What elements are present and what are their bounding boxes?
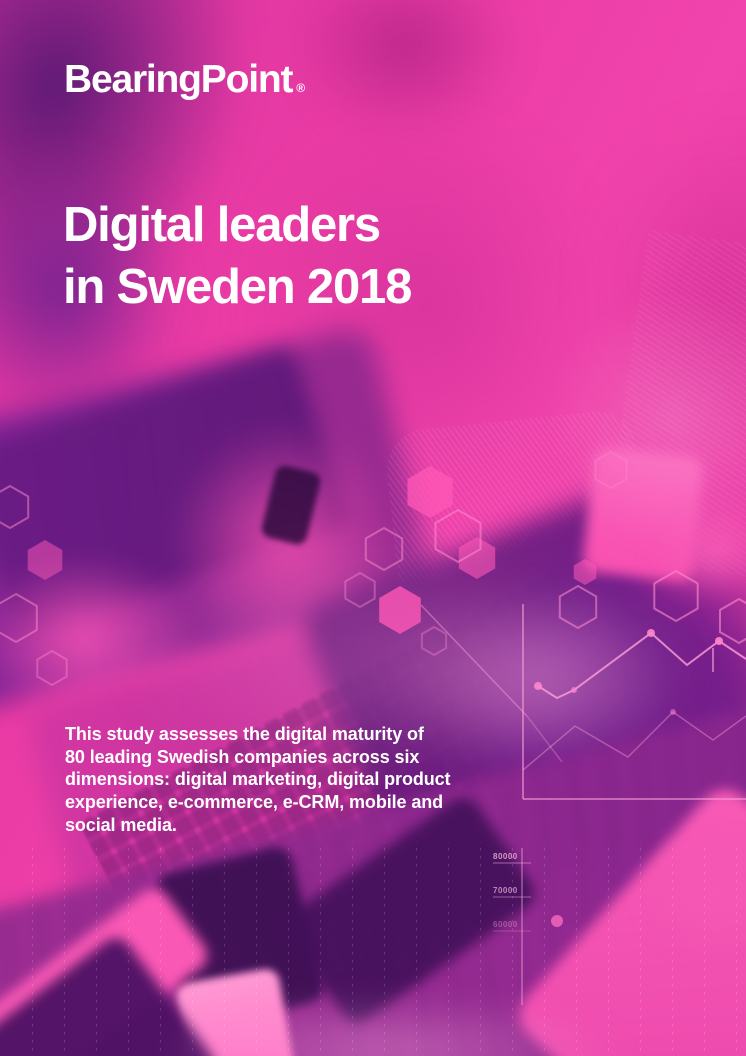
chart-line-decor: [522, 711, 746, 771]
hexagon-decor: [594, 450, 628, 490]
photo-blob-coffee-cup: [581, 446, 705, 583]
data-point-decor: [534, 682, 542, 690]
chart-line-decor: [537, 631, 746, 700]
light-flare: [545, 290, 746, 550]
hexagon-decor: [36, 649, 68, 687]
hexagon-decor: [458, 537, 496, 579]
chart-line-decor: [526, 715, 563, 763]
hexagon-decor: [27, 540, 63, 580]
photo-blob-hand: [0, 555, 200, 725]
data-point-decor: [571, 687, 577, 693]
registered-trademark-symbol: ®: [296, 81, 306, 95]
value-axis-decor: 80000 70000 60000: [493, 848, 531, 1005]
hexagon-decor: [558, 584, 598, 630]
data-point-decor: [551, 915, 563, 927]
abstract-text: This study assesses the digital maturity…: [65, 723, 451, 837]
abstract-line: dimensions: digital marketing, digital p…: [65, 769, 451, 790]
chart-axes-decor: [420, 604, 746, 800]
abstract-line: social media.: [65, 814, 177, 835]
photo-blob-tumbler: [152, 843, 328, 1033]
photo-blob-hand-cup: [648, 498, 746, 598]
photo-blob-laptop-lid: [509, 779, 746, 1056]
hexagon-decor: [0, 484, 30, 530]
axis-label-decor: 70000: [493, 886, 518, 895]
abstract-line: This study assesses the digital maturity…: [65, 724, 424, 744]
axis-label-decor: 60000: [493, 920, 518, 929]
page-title-line1: Digital leaders: [63, 198, 381, 252]
photo-blob-paper-cup: [173, 966, 302, 1056]
hexagon-decor: [379, 586, 421, 634]
photo-blob-phone-edge: [0, 882, 214, 1056]
hexagon-pattern-outline: [0, 450, 746, 687]
shirt-stripe-texture: [602, 229, 746, 581]
hexagon-decor: [0, 592, 38, 644]
photo-blob-dark-right: [470, 530, 746, 930]
hexagon-decor: [420, 625, 448, 657]
hexagon-decor: [434, 508, 482, 564]
page-title-line2: in Sweden 2018: [63, 260, 412, 314]
photo-blob-wrist: [640, 835, 746, 955]
photo-blob-phone-dark: [0, 931, 221, 1056]
photo-blob-haze-bottom: [150, 995, 630, 1056]
chart-polyline-decor: [522, 629, 746, 927]
hexagon-decor: [653, 569, 699, 623]
abstract-line: experience, e-commerce, e-CRM, mobile an…: [65, 792, 444, 813]
photo-blob-hair-right: [590, 120, 746, 450]
chart-line-decor: [420, 604, 528, 717]
hexagon-decor: [719, 597, 746, 645]
data-point-decor: [670, 709, 676, 715]
photo-blob-hair: [290, 0, 520, 140]
abstract-line: 80 leading Swedish companies across six: [65, 746, 420, 767]
shirt-stripe-texture: [383, 407, 657, 673]
hexagon-decor: [407, 466, 453, 518]
brand-logo: BearingPoint ®: [64, 58, 305, 102]
data-point-decor: [647, 629, 655, 637]
dashed-gridlines-decor: [10, 842, 746, 1056]
hexagon-pattern-filled: [27, 466, 597, 634]
hexagon-decor: [573, 559, 597, 585]
photo-blob-tablet: [0, 345, 351, 635]
data-point-decor: [715, 637, 723, 645]
axis-label-decor: 80000: [493, 852, 518, 861]
page-title: Digital leaders in Sweden 2018: [63, 194, 412, 318]
hexagon-decor: [364, 526, 404, 572]
photo-blob-smartwatch: [259, 463, 323, 547]
photo-blob-arm: [170, 420, 400, 660]
hexagon-decor: [344, 571, 376, 609]
brand-logo-text: BearingPoint: [64, 58, 293, 101]
photo-blob-table: [0, 323, 437, 717]
